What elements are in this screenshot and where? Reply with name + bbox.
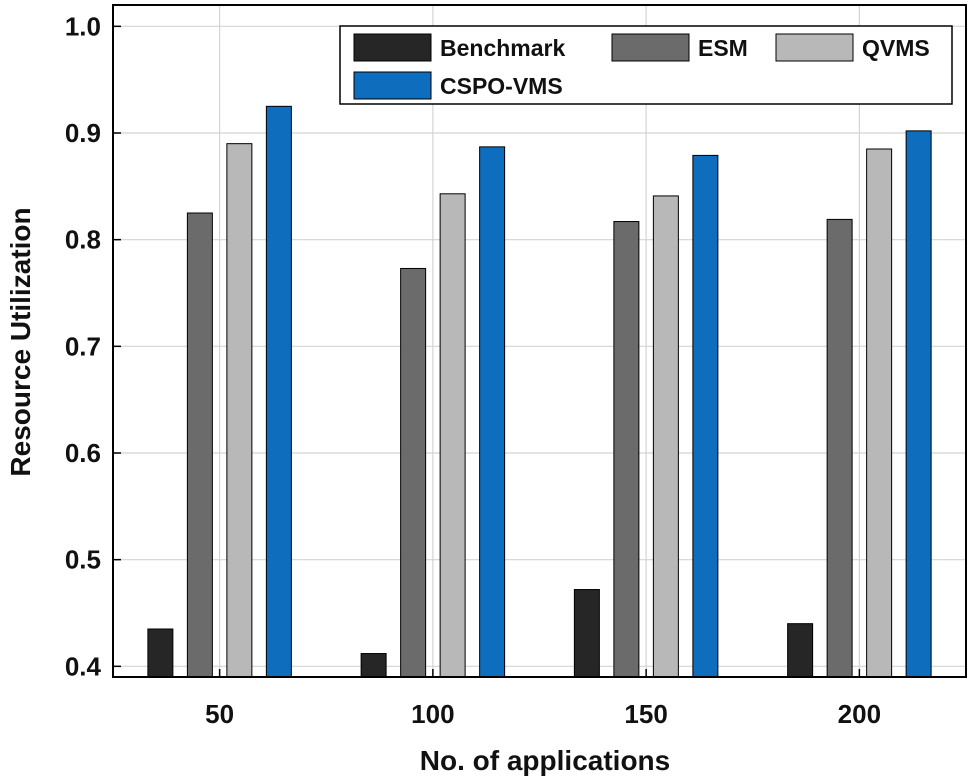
x-axis-label: No. of applications: [420, 745, 670, 776]
bar-benchmark-150: [573, 589, 600, 678]
y-tick-label: 0.4: [65, 651, 102, 681]
x-tick-label: 150: [624, 699, 667, 729]
y-axis-label: Resource Utilization: [5, 207, 36, 476]
y-tick-label: 1.0: [65, 11, 101, 41]
x-tick-label: 200: [838, 699, 881, 729]
x-tick-label: 50: [205, 699, 234, 729]
bar-esm-150: [613, 221, 640, 678]
legend-swatch-qvms: [775, 33, 854, 62]
legend-label-esm: ESM: [698, 35, 748, 61]
legend: Benchmark ESM QVMS CSPO-VMS: [339, 25, 953, 105]
legend-swatch-cspo-vms: [353, 71, 432, 100]
x-tick-label: 100: [411, 699, 454, 729]
bar-cspo-vms-150: [692, 154, 719, 678]
legend-label-cspo-vms: CSPO-VMS: [440, 73, 563, 99]
bar-esm-100: [400, 267, 427, 678]
bar-esm-50: [186, 212, 213, 678]
bars: [147, 105, 932, 678]
bar-cspo-vms-50: [265, 105, 292, 678]
bar-qvms-100: [439, 193, 466, 678]
y-tick-label: 0.8: [65, 225, 101, 255]
bar-qvms-200: [866, 148, 893, 678]
legend-swatch-benchmark: [353, 33, 432, 62]
bar-esm-200: [826, 218, 853, 678]
legend-label-benchmark: Benchmark: [440, 35, 565, 61]
y-tick-label: 0.5: [65, 545, 101, 575]
grid-lines: [113, 5, 966, 677]
plot-frame: [112, 4, 967, 678]
legend-swatch-esm: [611, 33, 690, 62]
legend-label-qvms: QVMS: [862, 35, 930, 61]
bar-benchmark-50: [147, 628, 174, 678]
y-tick-label: 0.7: [65, 331, 101, 361]
bar-benchmark-100: [360, 653, 387, 678]
x-tick-labels: 50 100 150 200: [205, 669, 881, 729]
y-tick-label: 0.6: [65, 438, 101, 468]
y-tick-labels: 0.4 0.5 0.6 0.7 0.8 0.9 1.0: [65, 11, 121, 681]
y-tick-label: 0.9: [65, 118, 101, 148]
bar-qvms-50: [226, 143, 253, 678]
bar-benchmark-200: [787, 623, 814, 678]
bar-cspo-vms-100: [479, 146, 506, 678]
bar-cspo-vms-200: [905, 130, 932, 678]
bar-qvms-150: [652, 195, 679, 678]
